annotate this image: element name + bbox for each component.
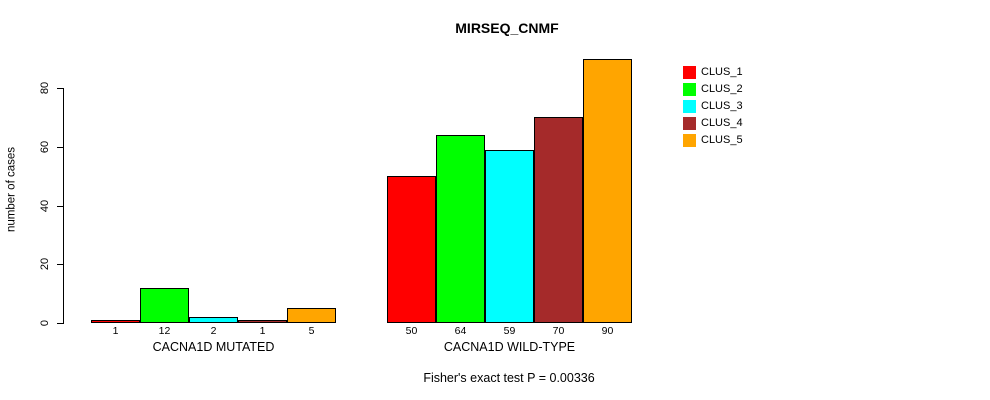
y-tick <box>57 206 63 207</box>
bar-clus-2-group-0 <box>140 288 189 323</box>
bar-clus-1-group-0 <box>91 320 140 323</box>
group-label-0: CACNA1D MUTATED <box>152 340 275 354</box>
y-tick-label: 40 <box>39 199 51 213</box>
bar-value-label: 1 <box>259 325 266 337</box>
bar-clus-4-group-0 <box>238 320 287 323</box>
bar-value-label: 2 <box>210 325 217 337</box>
legend-swatch-clus-2 <box>683 83 696 96</box>
y-tick <box>57 88 63 89</box>
bar-clus-5-group-0 <box>287 308 336 323</box>
y-axis-label: number of cases <box>5 147 18 233</box>
bar-clus-3-group-0 <box>189 317 238 323</box>
legend-label: CLUS_4 <box>701 117 743 129</box>
y-tick-label: 80 <box>39 81 51 95</box>
bar-clus-3-group-1 <box>485 150 534 323</box>
bar-clus-4-group-1 <box>534 117 583 323</box>
legend-swatch-clus-1 <box>683 66 696 79</box>
y-tick-label: 20 <box>39 257 51 271</box>
bar-value-label: 90 <box>601 325 614 337</box>
fisher-annotation: Fisher's exact test P = 0.00336 <box>423 371 595 385</box>
legend-swatch-clus-4 <box>683 117 696 130</box>
legend-swatch-clus-3 <box>683 100 696 113</box>
y-tick <box>57 323 63 324</box>
bar-value-label: 5 <box>308 325 315 337</box>
bar-value-label: 64 <box>454 325 467 337</box>
y-tick <box>57 147 63 148</box>
legend-swatch-clus-5 <box>683 134 696 147</box>
bar-value-label: 70 <box>552 325 565 337</box>
bar-value-label: 1 <box>112 325 119 337</box>
y-axis-line <box>63 88 64 324</box>
bar-value-label: 50 <box>405 325 418 337</box>
y-tick-label: 60 <box>39 140 51 154</box>
y-tick-label: 0 <box>39 319 51 327</box>
legend: CLUS_1 CLUS_2 CLUS_3 CLUS_4 CLUS_5 <box>683 66 783 156</box>
legend-label: CLUS_1 <box>701 66 743 78</box>
legend-label: CLUS_2 <box>701 83 743 95</box>
bar-value-label: 59 <box>503 325 516 337</box>
bar-clus-5-group-1 <box>583 59 632 323</box>
chart-title: MIRSEQ_CNMF <box>455 20 559 36</box>
bar-clus-1-group-1 <box>387 176 436 323</box>
legend-label: CLUS_5 <box>701 134 743 146</box>
bar-value-label: 12 <box>158 325 171 337</box>
group-label-1: CACNA1D WILD-TYPE <box>443 340 576 354</box>
bar-clus-2-group-1 <box>436 135 485 323</box>
legend-label: CLUS_3 <box>701 100 743 112</box>
y-tick <box>57 264 63 265</box>
